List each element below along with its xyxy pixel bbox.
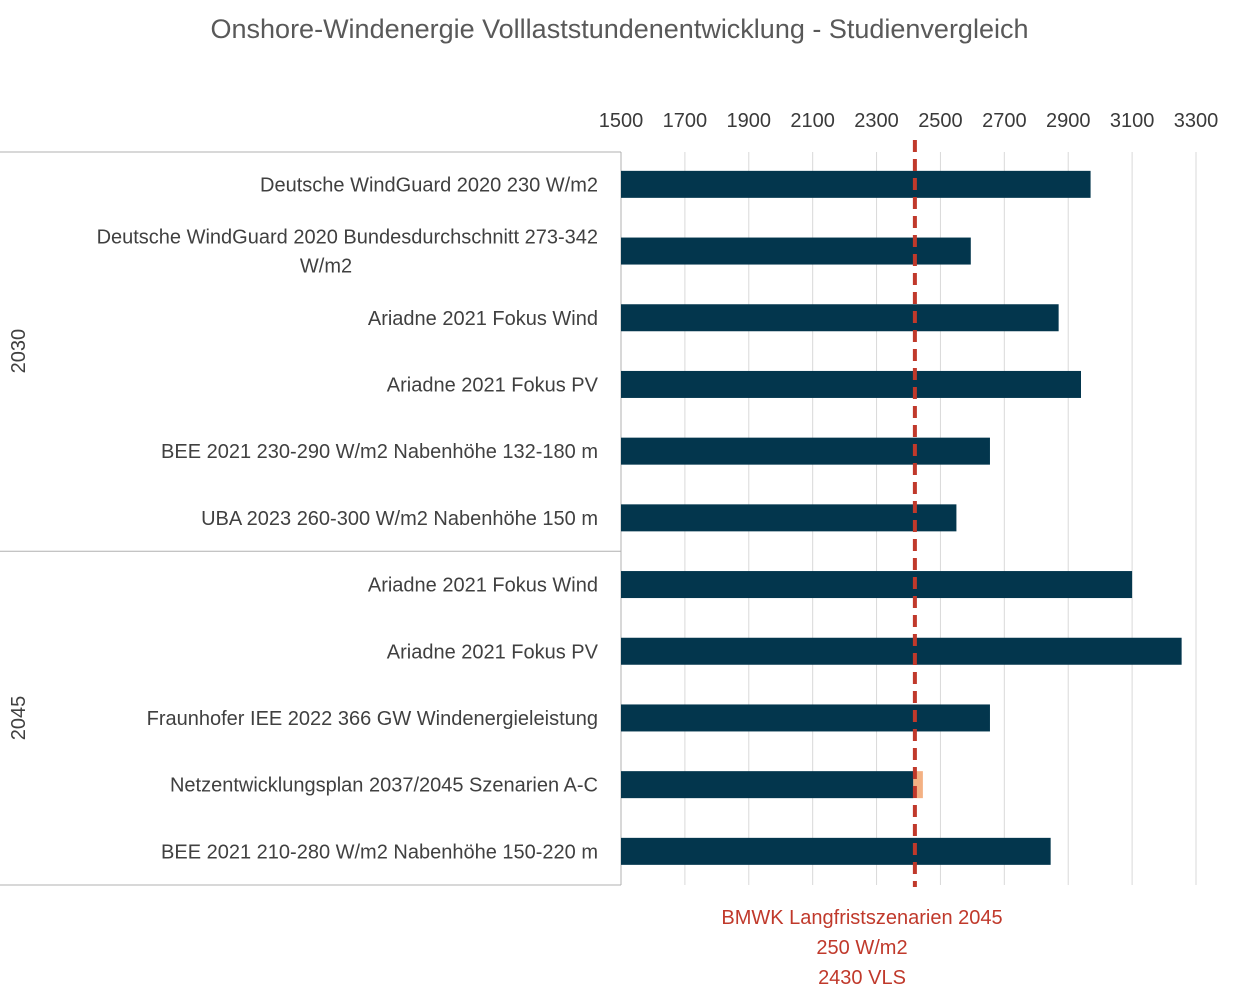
x-tick-label: 2300: [854, 110, 899, 132]
bar: [621, 704, 990, 732]
bar: [621, 504, 957, 532]
bar: [621, 237, 971, 265]
category-label: Deutsche WindGuard 2020 230 W/m2: [260, 174, 598, 196]
bar: [621, 637, 1182, 665]
category-label: Netzentwicklungsplan 2037/2045 Szenarien…: [170, 775, 598, 797]
bar: [621, 571, 1133, 599]
group-label: 2045: [8, 696, 30, 741]
reference-label: BMWK Langfristszenarien 2045: [721, 907, 1002, 929]
category-label: Ariadne 2021 Fokus PV: [387, 641, 599, 663]
reference-label: 250 W/m2: [816, 937, 907, 959]
x-tick-label: 1700: [663, 110, 708, 132]
category-label: BEE 2021 210-280 W/m2 Nabenhöhe 150-220 …: [161, 841, 598, 863]
category-label: Ariadne 2021 Fokus Wind: [368, 575, 598, 597]
bar: [621, 170, 1091, 198]
category-label: Deutsche WindGuard 2020 Bundesdurchschni…: [97, 227, 598, 249]
category-label: Fraunhofer IEE 2022 366 GW Windenergiele…: [147, 708, 598, 730]
x-tick-label: 2700: [982, 110, 1027, 132]
x-tick-label: 1500: [599, 110, 644, 132]
bar: [621, 771, 914, 799]
x-tick-label: 2900: [1046, 110, 1091, 132]
bar-range: [913, 771, 923, 799]
category-label: BEE 2021 230-290 W/m2 Nabenhöhe 132-180 …: [161, 441, 598, 463]
x-tick-label: 3300: [1174, 110, 1219, 132]
category-label: W/m2: [300, 256, 352, 278]
group-label: 2030: [8, 329, 30, 374]
category-label: Ariadne 2021 Fokus Wind: [368, 308, 598, 330]
bar: [621, 437, 990, 465]
bar: [621, 370, 1081, 398]
category-label: Ariadne 2021 Fokus PV: [387, 374, 599, 396]
bar: [621, 304, 1059, 332]
x-tick-label: 1900: [727, 110, 772, 132]
x-tick-label: 2500: [918, 110, 963, 132]
reference-label: 2430 VLS: [818, 967, 906, 989]
chart-title: Onshore-Windenergie Volllaststundenentwi…: [210, 14, 1029, 44]
x-tick-label: 2100: [790, 110, 835, 132]
x-tick-label: 3100: [1110, 110, 1155, 132]
category-label: UBA 2023 260-300 W/m2 Nabenhöhe 150 m: [201, 508, 598, 530]
bar: [621, 837, 1051, 865]
